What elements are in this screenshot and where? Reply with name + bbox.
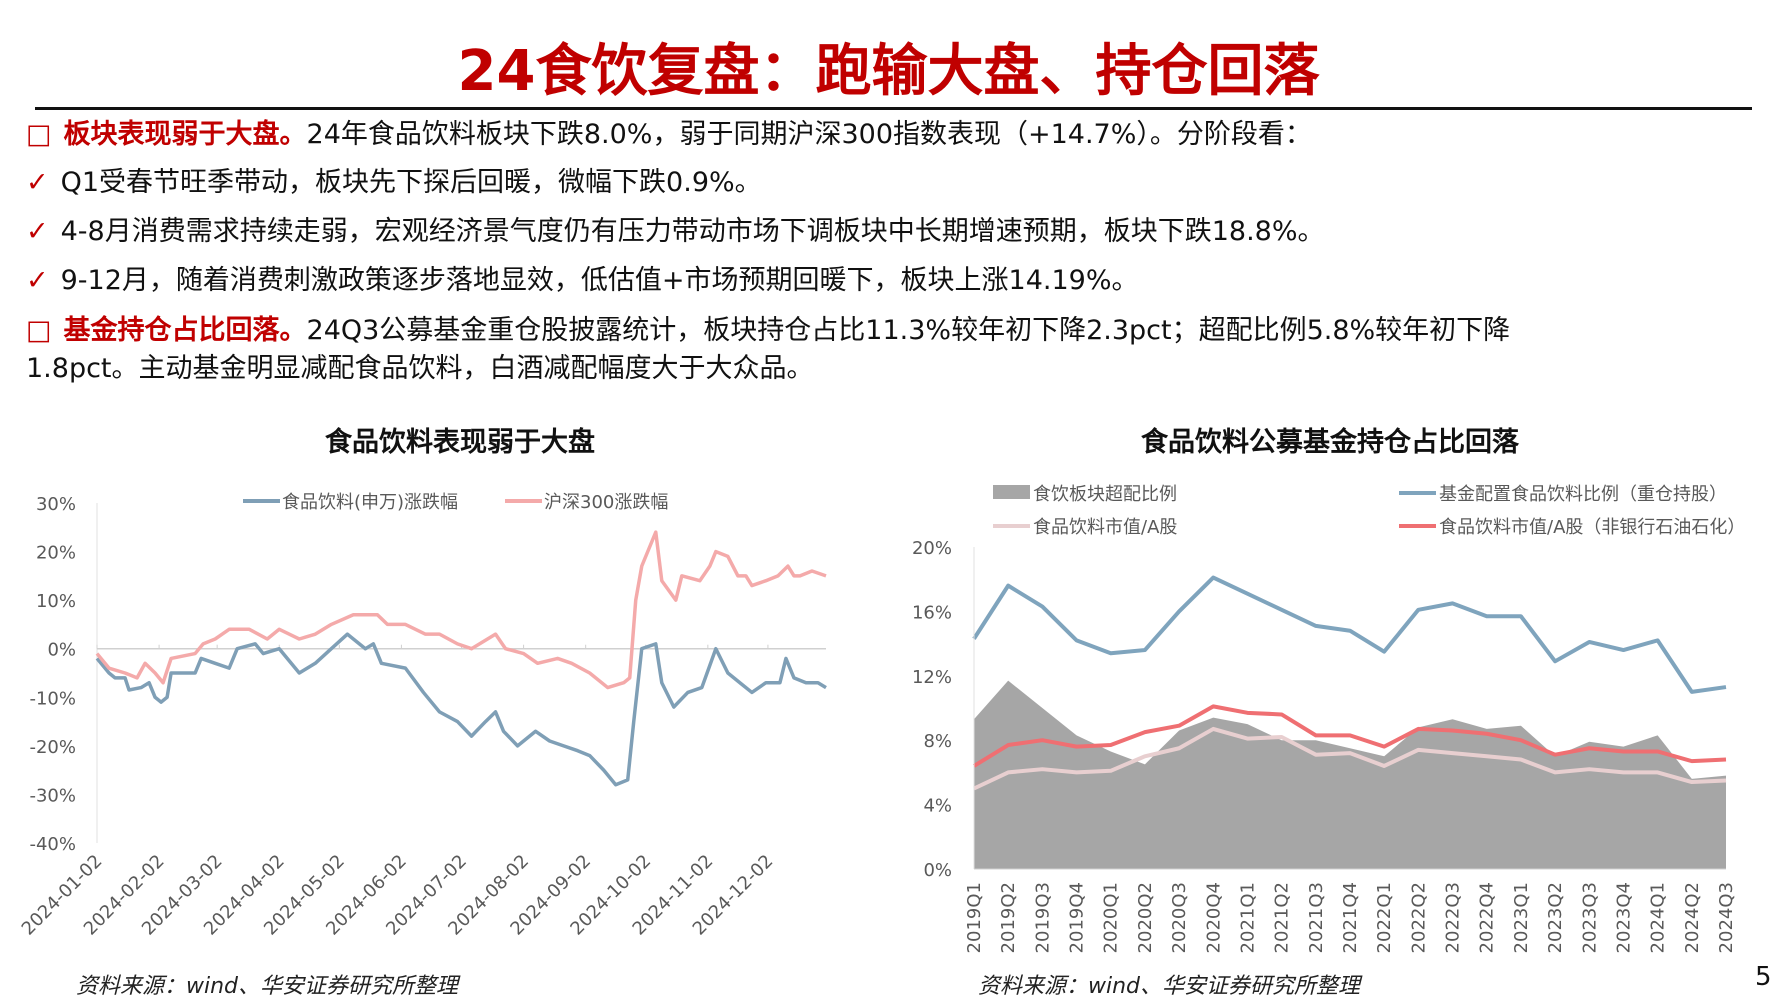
right-series-line-3: [972, 704, 1727, 768]
right-x-tick-label: 2024Q1: [1648, 882, 1669, 953]
bullet-text: 9-12月，随着消费刺激政策逐步落地显效，低估值+市场预期回暖下，板块上涨14.…: [60, 265, 1139, 296]
right-x-tick-label: 2020Q3: [1169, 882, 1190, 953]
title-divider: [35, 107, 1752, 110]
right-x-tick-label: 2022Q1: [1374, 882, 1395, 953]
right-x-tick-label: 2021Q2: [1272, 882, 1293, 953]
right-x-tick-label: 2023Q4: [1613, 882, 1634, 953]
square-bullet-icon: □: [26, 119, 52, 150]
bullet-line: ✓ Q1受春节旺季带动，板块先下探后回暖，微幅下跌0.9%。: [26, 166, 762, 200]
right-x-tick-label: 2019Q2: [998, 882, 1019, 953]
left-series-line-1: [95, 530, 827, 690]
right-x-tick-label: 2020Q1: [1101, 882, 1122, 953]
right-legend-label: 食饮板块超配比例: [1033, 484, 1177, 505]
right-x-tick-label: 2024Q2: [1682, 882, 1703, 953]
left-chart-title: 食品饮料表现弱于大盘: [325, 427, 595, 458]
right-x-tick-label: 2020Q4: [1203, 882, 1224, 953]
right-x-tick-label: 2023Q2: [1545, 882, 1566, 953]
left-y-tick-label: 0%: [47, 640, 76, 661]
right-legend-label: 基金配置食品饮料比例（重仓持股）: [1439, 484, 1727, 505]
right-x-tick-label: 2021Q3: [1306, 882, 1327, 953]
left-y-tick-label: -40%: [29, 834, 76, 855]
right-legend-label: 食品饮料市值/A股: [1033, 517, 1177, 538]
square-bullet-icon: □: [26, 315, 52, 346]
bullet-heading: 板块表现弱于大盘。: [63, 119, 307, 150]
bullet-heading: 基金持仓占比回落。: [63, 315, 307, 346]
right-x-tick-label: 2021Q1: [1237, 882, 1258, 953]
bullet-text: 24年食品饮料板块下跌8.0%，弱于同期沪深300指数表现（+14.7%）。分阶…: [306, 119, 1312, 150]
right-source-note: 资料来源：wind、华安证券研究所整理: [978, 974, 1361, 999]
left-legend-label: 食品饮料(申万)涨跌幅: [282, 492, 458, 513]
bullet-line: 1.8pct。主动基金明显减配食品饮料，白酒减配幅度大于大众品。: [26, 352, 814, 386]
left-y-tick-label: -20%: [29, 737, 76, 758]
right-y-tick-label: 16%: [912, 602, 952, 623]
left-legend-label: 沪深300涨跌幅: [544, 492, 668, 513]
check-icon: ✓: [26, 265, 49, 296]
right-y-tick-label: 0%: [923, 860, 952, 881]
bullet-text: 4-8月消费需求持续走弱，宏观经济景气度仍有压力带动市场下调板块中长期增速预期，…: [60, 216, 1325, 247]
right-x-tick-label: 2019Q1: [964, 882, 985, 953]
left-y-tick-label: -30%: [29, 785, 76, 806]
page-number: 5: [1755, 962, 1772, 992]
right-x-tick-label: 2022Q4: [1477, 882, 1498, 953]
right-x-tick-label: 2024Q3: [1716, 882, 1737, 953]
bullet-line: ✓ 4-8月消费需求持续走弱，宏观经济景气度仍有压力带动市场下调板块中长期增速预期…: [26, 215, 1325, 249]
bullet-line: □ 基金持仓占比回落。24Q3公募基金重仓股披露统计，板块持仓占比11.3%较年初…: [26, 314, 1510, 348]
bullet-line: ✓ 9-12月，随着消费刺激政策逐步落地显效，低估值+市场预期回暖下，板块上涨14…: [26, 264, 1138, 298]
left-source-note: 资料来源：wind、华安证券研究所整理: [76, 974, 459, 999]
right-x-tick-label: 2022Q3: [1443, 882, 1464, 953]
bullet-text: 24Q3公募基金重仓股披露统计，板块持仓占比11.3%较年初下降2.3pct；超…: [306, 315, 1511, 346]
left-y-tick-label: -10%: [29, 688, 76, 709]
right-y-tick-label: 20%: [912, 538, 952, 559]
left-y-tick-label: 20%: [36, 543, 76, 564]
left-y-tick-label: 30%: [36, 494, 76, 515]
slide-title: 24食饮复盘：跑输大盘、持仓回落: [457, 39, 1320, 104]
right-legend-swatch: [993, 485, 1030, 499]
right-x-tick-label: 2023Q1: [1511, 882, 1532, 953]
right-y-tick-label: 4%: [923, 796, 952, 817]
right-x-tick-label: 2020Q2: [1135, 882, 1156, 953]
check-icon: ✓: [26, 167, 49, 198]
right-chart-title: 食品饮料公募基金持仓占比回落: [1141, 427, 1519, 458]
right-x-tick-label: 2019Q4: [1067, 882, 1088, 953]
check-icon: ✓: [26, 216, 49, 247]
bullet-line: □ 板块表现弱于大盘。24年食品饮料板块下跌8.0%，弱于同期沪深300指数表现（…: [26, 118, 1312, 152]
right-area-series: [974, 680, 1726, 869]
right-x-tick-label: 2019Q3: [1032, 882, 1053, 953]
right-series-line-1: [972, 575, 1727, 694]
right-legend-label: 食品饮料市值/A股（非银行石油石化）: [1439, 517, 1745, 538]
right-y-tick-label: 12%: [912, 667, 952, 688]
left-series-line-0: [95, 632, 827, 787]
right-x-tick-label: 2022Q2: [1408, 882, 1429, 953]
right-x-tick-label: 2021Q4: [1340, 882, 1361, 953]
right-x-tick-label: 2023Q3: [1579, 882, 1600, 953]
right-series-line-2: [973, 726, 1727, 791]
bullet-text: 1.8pct。主动基金明显减配食品饮料，白酒减配幅度大于大众品。: [26, 353, 814, 384]
left-y-tick-label: 10%: [36, 591, 76, 612]
bullet-text: Q1受春节旺季带动，板块先下探后回暖，微幅下跌0.9%。: [60, 167, 762, 198]
right-y-tick-label: 8%: [923, 731, 952, 752]
